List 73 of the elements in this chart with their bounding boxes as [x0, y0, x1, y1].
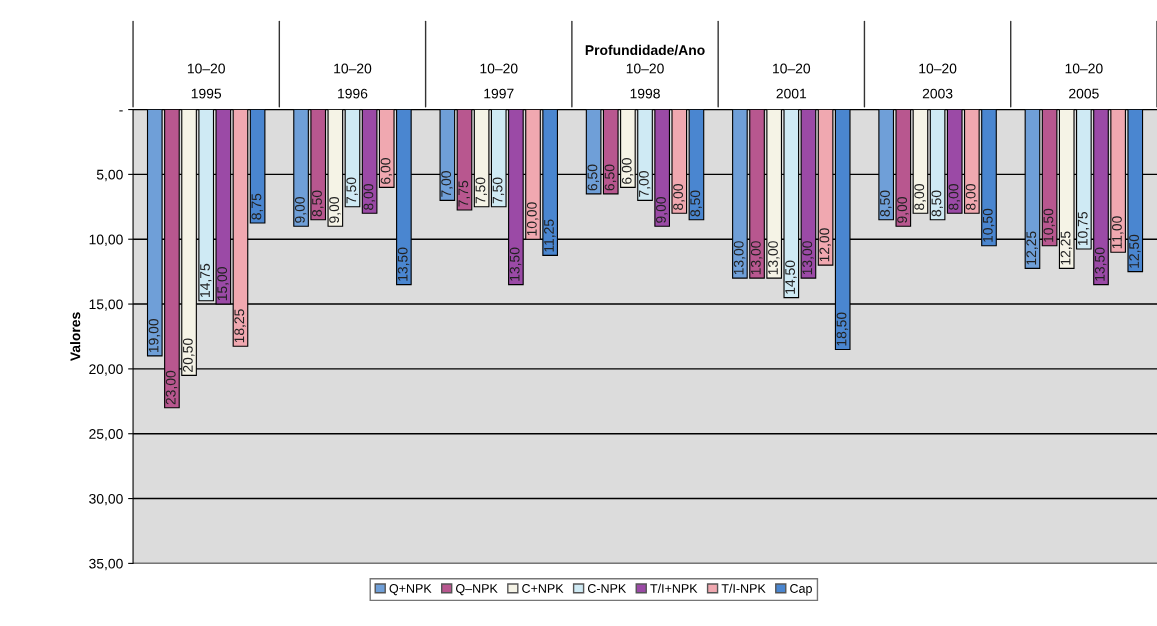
y-tick-label: 25,00 [89, 429, 123, 441]
data-label: 14,50 [785, 260, 797, 294]
data-label: 6,00 [621, 158, 634, 184]
legend-label: T/I+NPK [650, 583, 698, 593]
data-label: 13,50 [1094, 247, 1107, 281]
data-label: 8,50 [312, 190, 324, 217]
x-tick-label: 10–20 1997 [480, 63, 518, 99]
data-label: 9,00 [897, 196, 909, 223]
data-label: 13,00 [750, 241, 763, 275]
data-label: 12,50 [1129, 234, 1141, 268]
data-label: 7,50 [492, 177, 505, 204]
data-label: 10,50 [982, 208, 995, 242]
y-axis-title: Valores [70, 312, 81, 362]
data-label: 8,00 [363, 184, 375, 210]
data-label: 9,00 [294, 196, 307, 223]
data-label: 23,00 [165, 370, 178, 405]
y-tick-label: 20,00 [89, 364, 123, 376]
data-label: 8,50 [880, 190, 892, 217]
data-label: 8,00 [965, 184, 978, 210]
data-label: 7,75 [458, 180, 470, 207]
data-label: 11,00 [1112, 216, 1124, 249]
x-tick-label: 10–20 2003 [919, 63, 957, 99]
legend-label: C-NPK [587, 584, 627, 593]
legend-label: Cap [790, 584, 812, 596]
data-label: 13,00 [733, 241, 746, 275]
data-label: 13,00 [802, 241, 814, 275]
data-label: 18,50 [836, 312, 849, 346]
x-tick-label: 10–20 2005 [1065, 63, 1103, 99]
y-tick-label: - [119, 110, 123, 112]
data-label: 14,75 [200, 263, 212, 297]
data-label: 7,00 [638, 171, 651, 197]
data-label: 12,00 [819, 228, 831, 262]
y-tick-label: 30,00 [89, 493, 123, 506]
data-label: 10,75 [1077, 212, 1090, 246]
legend-label: C+NPK [522, 584, 564, 593]
data-label: 13,50 [397, 247, 410, 281]
data-label: 10,50 [1043, 208, 1055, 242]
y-tick-label: 10,00 [89, 234, 123, 247]
data-label: 7,50 [346, 177, 358, 204]
data-label: 8,00 [914, 184, 926, 210]
data-label: 8,00 [673, 184, 685, 210]
data-label: 6,50 [604, 164, 617, 191]
x-axis-title: Profundidade/Ano [585, 44, 705, 56]
legend-label: Q+NPK [389, 584, 432, 596]
data-label: 13,00 [768, 241, 780, 275]
y-tick-label: 35,00 [89, 558, 123, 571]
y-tick-label: 5,00 [96, 169, 123, 182]
data-label: 7,50 [475, 177, 487, 204]
data-label: 6,00 [380, 158, 393, 184]
legend-label: T/I-NPK [721, 583, 766, 593]
data-label: 9,00 [329, 196, 341, 223]
y-tick-label: 15,00 [89, 299, 123, 311]
data-label: 8,50 [931, 190, 943, 217]
x-tick-label: 10–20 1995 [187, 63, 225, 99]
data-label: 10,00 [526, 202, 539, 236]
data-label: 6,50 [587, 164, 599, 191]
legend-label: Q–NPK [456, 584, 498, 596]
data-label: 18,25 [234, 309, 246, 343]
data-label: 20,50 [182, 338, 195, 372]
data-label: 8,00 [948, 184, 961, 210]
data-label: 12,25 [1060, 231, 1073, 265]
data-label: 7,00 [441, 171, 453, 197]
data-label: 19,00 [148, 318, 161, 353]
data-label: 11,25 [544, 219, 556, 252]
data-label: 8,75 [251, 193, 263, 220]
x-tick-label: 10–20 2001 [773, 63, 811, 99]
x-tick-label: 10–20 1998 [626, 63, 664, 99]
data-label: 9,00 [656, 196, 668, 223]
data-label: 15,00 [217, 267, 229, 301]
data-label: 12,25 [1026, 231, 1038, 265]
x-tick-label: 10–20 1996 [334, 63, 372, 99]
data-label: 13,50 [509, 247, 522, 281]
data-label: 8,50 [690, 190, 702, 217]
